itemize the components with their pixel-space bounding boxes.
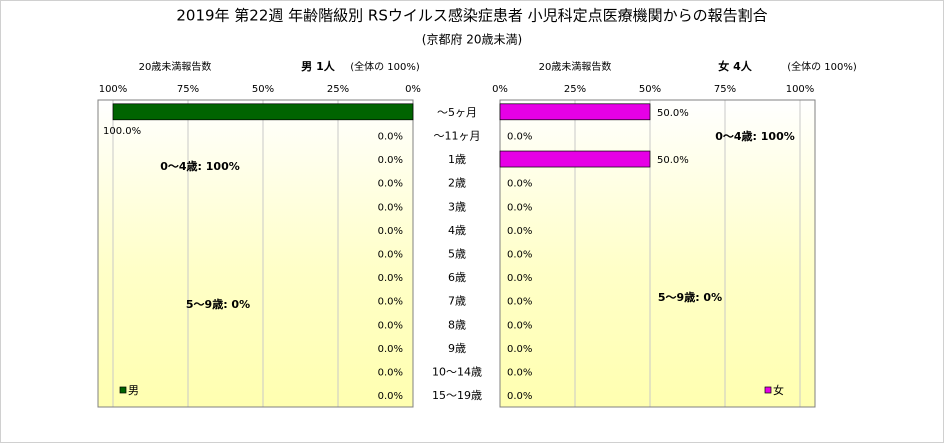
category-label: 3歳 xyxy=(448,200,466,213)
data-label: 0.0% xyxy=(378,320,403,331)
data-label: 0.0% xyxy=(507,297,532,308)
data-label: 0.0% xyxy=(378,155,403,166)
category-label: ～5ヶ月 xyxy=(437,106,477,119)
data-label: 0.0% xyxy=(378,250,403,261)
panel-count: 男 1人 xyxy=(301,59,335,73)
data-label: 0.0% xyxy=(378,202,403,213)
data-label: 0.0% xyxy=(507,202,532,213)
x-tick-label: 50% xyxy=(639,84,661,95)
category-label: 6歳 xyxy=(448,271,466,284)
annotation: 5～9歳: 0% xyxy=(658,290,722,304)
data-label: 0.0% xyxy=(507,344,532,355)
category-label: 2歳 xyxy=(448,177,466,190)
annotation: 0～4歳: 100% xyxy=(160,159,240,173)
x-tick-label: 0% xyxy=(405,84,421,95)
category-label: 9歳 xyxy=(448,342,466,355)
x-tick-label: 100% xyxy=(786,84,815,95)
data-label: 0.0% xyxy=(507,391,532,402)
data-label: 100.0% xyxy=(103,126,141,137)
x-tick-label: 25% xyxy=(327,84,349,95)
x-tick-label: 25% xyxy=(564,84,586,95)
legend-swatch xyxy=(119,386,127,394)
plot-border xyxy=(97,99,414,408)
data-label: 0.0% xyxy=(507,250,532,261)
chart-title: 2019年 第22週 年齢階級別 RSウイルス感染症患者 小児科定点医療機関から… xyxy=(176,7,767,25)
data-label: 0.0% xyxy=(507,273,532,284)
panel-header: 20歳未満報告数 xyxy=(539,60,612,73)
panel-share: (全体の 100%) xyxy=(787,60,857,73)
data-label: 0.0% xyxy=(378,297,403,308)
panel-count: 女 4人 xyxy=(718,59,752,73)
data-label: 0.0% xyxy=(507,179,532,190)
legend-label: 女 xyxy=(773,383,784,397)
category-label: 15～19歳 xyxy=(432,389,482,402)
panel-share: (全体の 100%) xyxy=(350,60,420,73)
x-tick-label: 100% xyxy=(99,84,128,95)
annotation: 0～4歳: 100% xyxy=(715,129,795,143)
x-tick-label: 75% xyxy=(177,84,199,95)
data-label: 0.0% xyxy=(507,320,532,331)
plot-border xyxy=(499,99,816,408)
legend-label: 男 xyxy=(128,384,139,397)
x-tick-label: 75% xyxy=(714,84,736,95)
category-label: ～11ヶ月 xyxy=(434,129,481,142)
category-label: 10～14歳 xyxy=(432,366,482,379)
data-label: 0.0% xyxy=(507,226,532,237)
data-label: 50.0% xyxy=(657,108,689,119)
category-label: 8歳 xyxy=(448,318,466,331)
category-label: 1歳 xyxy=(448,153,466,166)
plot-area xyxy=(500,100,815,407)
x-tick-label: 50% xyxy=(252,84,274,95)
data-label: 0.0% xyxy=(378,226,403,237)
chart-subtitle: (京都府 20歳未満) xyxy=(422,32,522,47)
category-label: 4歳 xyxy=(448,224,466,237)
data-label: 0.0% xyxy=(378,391,403,402)
legend-swatch xyxy=(764,386,772,394)
bar xyxy=(499,103,651,121)
panel-header: 20歳未満報告数 xyxy=(139,60,212,73)
data-label: 0.0% xyxy=(507,368,532,379)
bar xyxy=(499,150,651,168)
annotation: 5～9歳: 0% xyxy=(186,297,250,311)
category-label: 5歳 xyxy=(448,248,466,261)
x-tick-label: 0% xyxy=(492,84,508,95)
data-label: 0.0% xyxy=(378,273,403,284)
data-label: 0.0% xyxy=(378,368,403,379)
data-label: 0.0% xyxy=(378,179,403,190)
data-label: 0.0% xyxy=(378,131,403,142)
data-label: 0.0% xyxy=(507,131,532,142)
bar xyxy=(112,103,414,121)
data-label: 0.0% xyxy=(378,344,403,355)
plot-area xyxy=(98,100,413,407)
data-label: 50.0% xyxy=(657,155,689,166)
category-label: 7歳 xyxy=(448,295,466,308)
